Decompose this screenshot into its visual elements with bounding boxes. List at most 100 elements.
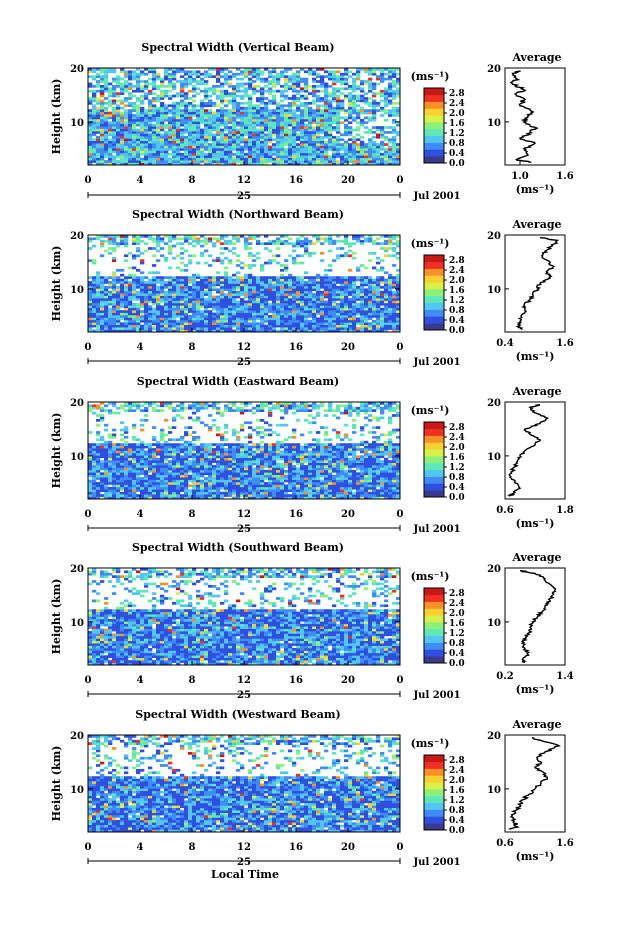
heatmap-cell [88,239,93,243]
heatmap-cell [184,116,189,120]
heatmap-cell [216,157,221,161]
heatmap-cell [228,239,233,243]
heatmap-cell [224,266,229,270]
heatmap-cell [160,155,165,159]
heatmap-cell [272,148,277,151]
heatmap-cell [340,317,345,321]
heatmap-cell [320,276,325,279]
heatmap-cell [360,82,365,86]
colorbar-tick-label: 2.0 [449,276,465,286]
heatmap-cell [152,131,157,134]
heatmap-cell [148,295,153,299]
heatmap-cell [384,92,389,95]
heatmap-cell [276,82,281,86]
heatmap-cell [100,281,105,284]
heatmap-cell [232,106,237,110]
heatmap-cell [232,298,237,301]
heatmap-cell [396,256,401,260]
heatmap-cell [368,315,373,318]
heatmap-cell [212,121,217,125]
heatmap-cell [264,118,269,122]
heatmap-cell [112,494,117,497]
heatmap-cell [152,254,157,258]
heatmap-cell [96,273,101,277]
heatmap-cell [356,68,361,71]
heatmap-cell [376,307,381,311]
heatmap-cell [144,305,149,309]
heatmap-cell [164,298,169,301]
heatmap-cell [88,111,93,115]
heatmap-cell [340,310,345,313]
heatmap-cell [148,494,153,497]
heatmap-cell [180,131,185,134]
heatmap-cell [184,268,189,272]
heatmap-cell [104,126,109,129]
heatmap-cell [184,491,189,495]
heatmap-cell [144,114,149,117]
heatmap-cell [360,329,365,333]
heatmap-cell [384,99,389,103]
heatmap-cell [104,317,109,321]
heatmap-cell [212,126,217,129]
heatmap-cell [248,295,253,299]
heatmap-cell [104,133,109,137]
heatmap-cell [184,239,189,243]
heatmap-cell [340,276,345,279]
heatmap-cell [248,329,253,333]
heatmap-cell [128,133,133,137]
heatmap-cell [328,496,333,500]
heatmap-cell [200,322,205,326]
heatmap-cell [272,150,277,154]
heatmap-cell [316,276,321,279]
heatmap-cell [144,293,149,296]
heatmap-cell [220,138,225,142]
heatmap-cell [336,239,341,243]
heatmap-cell [280,324,285,328]
heatmap-cell [128,310,133,313]
heatmap-cell [180,128,185,132]
heatmap-cell [372,68,377,71]
heatmap-cell [368,281,373,284]
heatmap-cell [216,72,221,76]
heatmap-cell [168,104,173,108]
heatmap-cell [384,302,389,306]
heatmap-cell [88,324,93,328]
heatmap-cell [132,307,137,311]
heatmap-cell [172,307,177,311]
heatmap-cell [380,72,385,76]
heatmap-cell [332,138,337,142]
heatmap-cell [264,327,269,330]
colorbar-swatch [424,261,444,269]
heatmap-cell [380,276,385,279]
heatmap-cell [328,235,333,238]
heatmap-cell [112,116,117,120]
heatmap-cell [328,322,333,326]
heatmap-cell [240,162,245,166]
heatmap-cell [252,123,257,127]
heatmap-cell [88,70,93,74]
heatmap-cell [240,329,245,333]
heatmap-cell [192,99,197,103]
heatmap-cell [96,116,101,120]
heatmap-cell [92,126,97,129]
heatmap-cell [388,310,393,313]
heatmap-cell [240,138,245,142]
heatmap-cell [328,160,333,163]
heatmap-cell [208,109,213,112]
heatmap-cell [112,118,117,122]
heatmap-cell [284,312,289,316]
heatmap-cell [356,152,361,156]
heatmap-cell [348,327,353,330]
heatmap-cell [164,319,169,323]
heatmap-cell [220,157,225,161]
heatmap-cell [372,143,377,146]
heatmap-cell [236,109,241,112]
heatmap-cell [260,121,265,125]
heatmap-cell [384,329,389,333]
heatmap-cell [160,106,165,110]
heatmap-cell [348,307,353,311]
heatmap-cell [172,288,177,292]
heatmap-cell [312,298,317,301]
heatmap-cell [140,290,145,294]
heatmap-cell [296,322,301,326]
